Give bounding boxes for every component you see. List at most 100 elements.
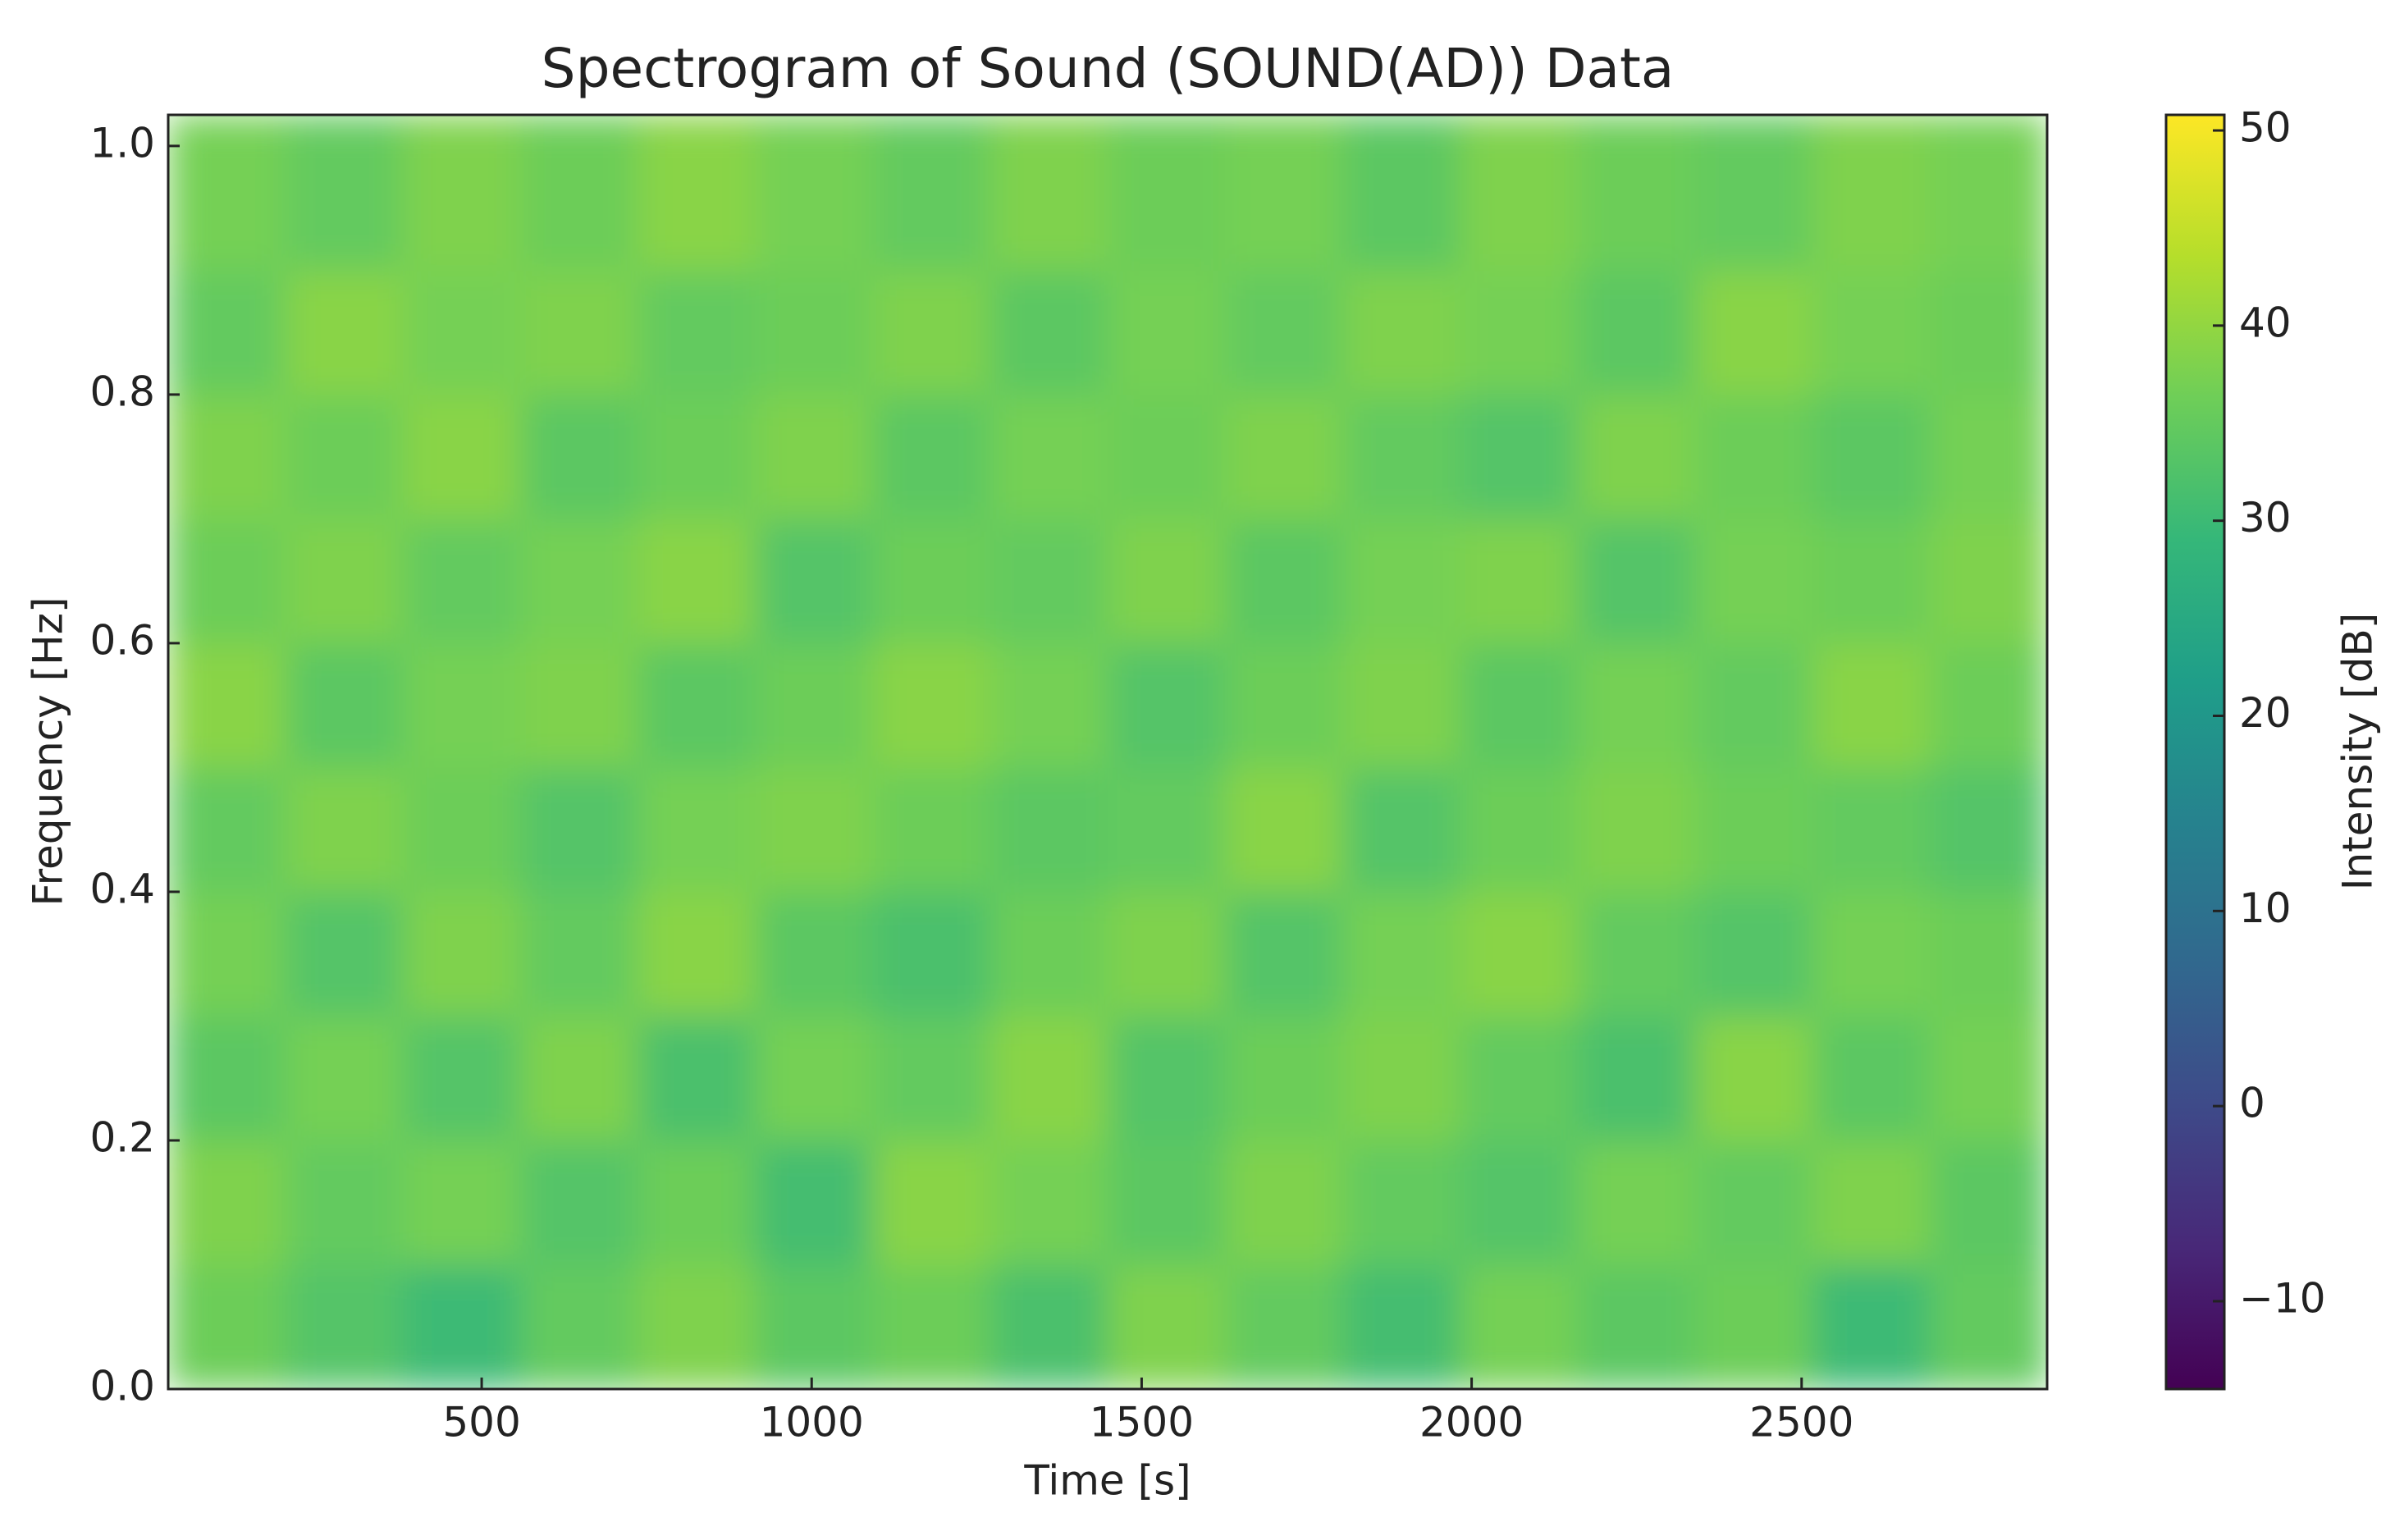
heatmap-cell: [1694, 642, 1813, 768]
heatmap-cell: [1694, 115, 1813, 271]
heatmap-cell: [1577, 269, 1696, 395]
heatmap-cell: [402, 1140, 522, 1265]
heatmap-cell: [1107, 1264, 1227, 1389]
heatmap-cell: [1107, 891, 1227, 1017]
heatmap-cell: [1342, 1015, 1461, 1141]
heatmap-cell: [1225, 891, 1344, 1017]
heatmap-cell: [1107, 1015, 1227, 1141]
heatmap-cell: [638, 518, 756, 644]
heatmap-cell: [1694, 1264, 1813, 1389]
heatmap-cell: [1342, 394, 1461, 519]
heatmap-cell: [1694, 766, 1813, 893]
heatmap-cell: [1225, 518, 1344, 644]
heatmap-cell: [1460, 766, 1579, 893]
heatmap-cell: [168, 394, 286, 519]
heatmap-cell: [1930, 1140, 2047, 1265]
heatmap-cell: [168, 1015, 286, 1141]
heatmap-cell: [1694, 269, 1813, 395]
x-tick-label: 1000: [760, 1399, 864, 1446]
chart-title: Spectrogram of Sound (SOUND(AD)) Data: [542, 37, 1675, 100]
heatmap-cell: [168, 1140, 286, 1265]
heatmap-cell: [1812, 766, 1931, 893]
heatmap-cell: [1812, 115, 1931, 271]
x-tick-label: 2000: [1419, 1399, 1524, 1446]
heatmap-cell: [1577, 1140, 1696, 1265]
heatmap-cell: [520, 394, 639, 519]
heatmap-cell: [168, 1264, 286, 1389]
heatmap-cell: [1460, 115, 1579, 271]
heatmap-cell: [872, 642, 991, 768]
x-tick-label: 500: [442, 1399, 520, 1446]
heatmap-cell: [520, 1264, 639, 1389]
heatmap-cell: [1225, 269, 1344, 395]
heatmap-cell: [1577, 642, 1696, 768]
heatmap-cell: [755, 891, 874, 1017]
heatmap-cell: [1107, 518, 1227, 644]
heatmap-cell: [990, 269, 1108, 395]
heatmap-cell: [755, 1140, 874, 1265]
heatmap-cell: [990, 766, 1108, 893]
y-axis-label: Frequency [Hz]: [25, 596, 72, 906]
heatmap-cell: [1342, 518, 1461, 644]
heatmap-cell: [638, 394, 756, 519]
colorbar-tick-label: 0: [2239, 1080, 2265, 1127]
heatmap-cell: [755, 269, 874, 395]
heatmap-cell: [1930, 518, 2047, 644]
heatmap-cell: [1577, 1015, 1696, 1141]
heatmap-cell: [1812, 1140, 1931, 1265]
heatmap-cell: [872, 115, 991, 271]
heatmap-cell: [1107, 766, 1227, 893]
heatmap-cell: [638, 766, 756, 893]
heatmap-cell: [1694, 1015, 1813, 1141]
heatmap-cell: [1930, 394, 2047, 519]
heatmap-cell: [1342, 1264, 1461, 1389]
heatmap-cell: [402, 269, 522, 395]
heatmap-cell: [1342, 642, 1461, 768]
heatmap-cell: [168, 891, 286, 1017]
heatmap-cell: [638, 1264, 756, 1389]
heatmap-cell: [1694, 394, 1813, 519]
heatmap-cell: [285, 1015, 404, 1141]
colorbar-tick-label: 40: [2239, 299, 2292, 346]
heatmap-cell: [1577, 1264, 1696, 1389]
heatmap-cell: [1342, 115, 1461, 271]
heatmap-cell: [990, 1264, 1108, 1389]
heatmap-cell: [1577, 115, 1696, 271]
colorbar-tick-label: 20: [2239, 689, 2292, 737]
heatmap-cell: [1107, 1140, 1227, 1265]
heatmap-cell: [1460, 1015, 1579, 1141]
heatmap-cell: [990, 115, 1108, 271]
heatmap-cell: [638, 1140, 756, 1265]
heatmap-cell: [755, 1264, 874, 1389]
heatmap-cell: [520, 115, 639, 271]
heatmap-cell: [402, 518, 522, 644]
heatmap-cell: [520, 891, 639, 1017]
heatmap-cell: [1812, 891, 1931, 1017]
heatmap-cell: [520, 518, 639, 644]
heatmap-cell: [1460, 891, 1579, 1017]
y-tick-label: 0.2: [89, 1113, 155, 1161]
heatmap-cell: [990, 518, 1108, 644]
heatmap-cell: [755, 1015, 874, 1141]
heatmap-cell: [402, 766, 522, 893]
heatmap-cell: [1225, 115, 1344, 271]
colorbar: [2164, 113, 2226, 1391]
heatmap-cell: [872, 891, 991, 1017]
heatmap-cell: [402, 1015, 522, 1141]
heatmap-cell: [1577, 766, 1696, 893]
heatmap-cell: [520, 642, 639, 768]
colorbar-tick-label: 50: [2239, 104, 2292, 152]
heatmap-cell: [755, 115, 874, 271]
heatmap-cell: [638, 269, 756, 395]
y-tick-label: 0.4: [89, 865, 155, 912]
plot-frame: [167, 113, 2049, 1391]
y-tick-label: 0.6: [89, 616, 155, 664]
heatmap-cell: [402, 1264, 522, 1389]
heatmap-cell: [168, 518, 286, 644]
x-tick-label: 1500: [1090, 1399, 1194, 1446]
heatmap-cell: [402, 394, 522, 519]
heatmap-cell: [168, 269, 286, 395]
heatmap-cell: [520, 1015, 639, 1141]
heatmap-cell: [1225, 1264, 1344, 1389]
heatmap-cell: [1460, 1264, 1579, 1389]
